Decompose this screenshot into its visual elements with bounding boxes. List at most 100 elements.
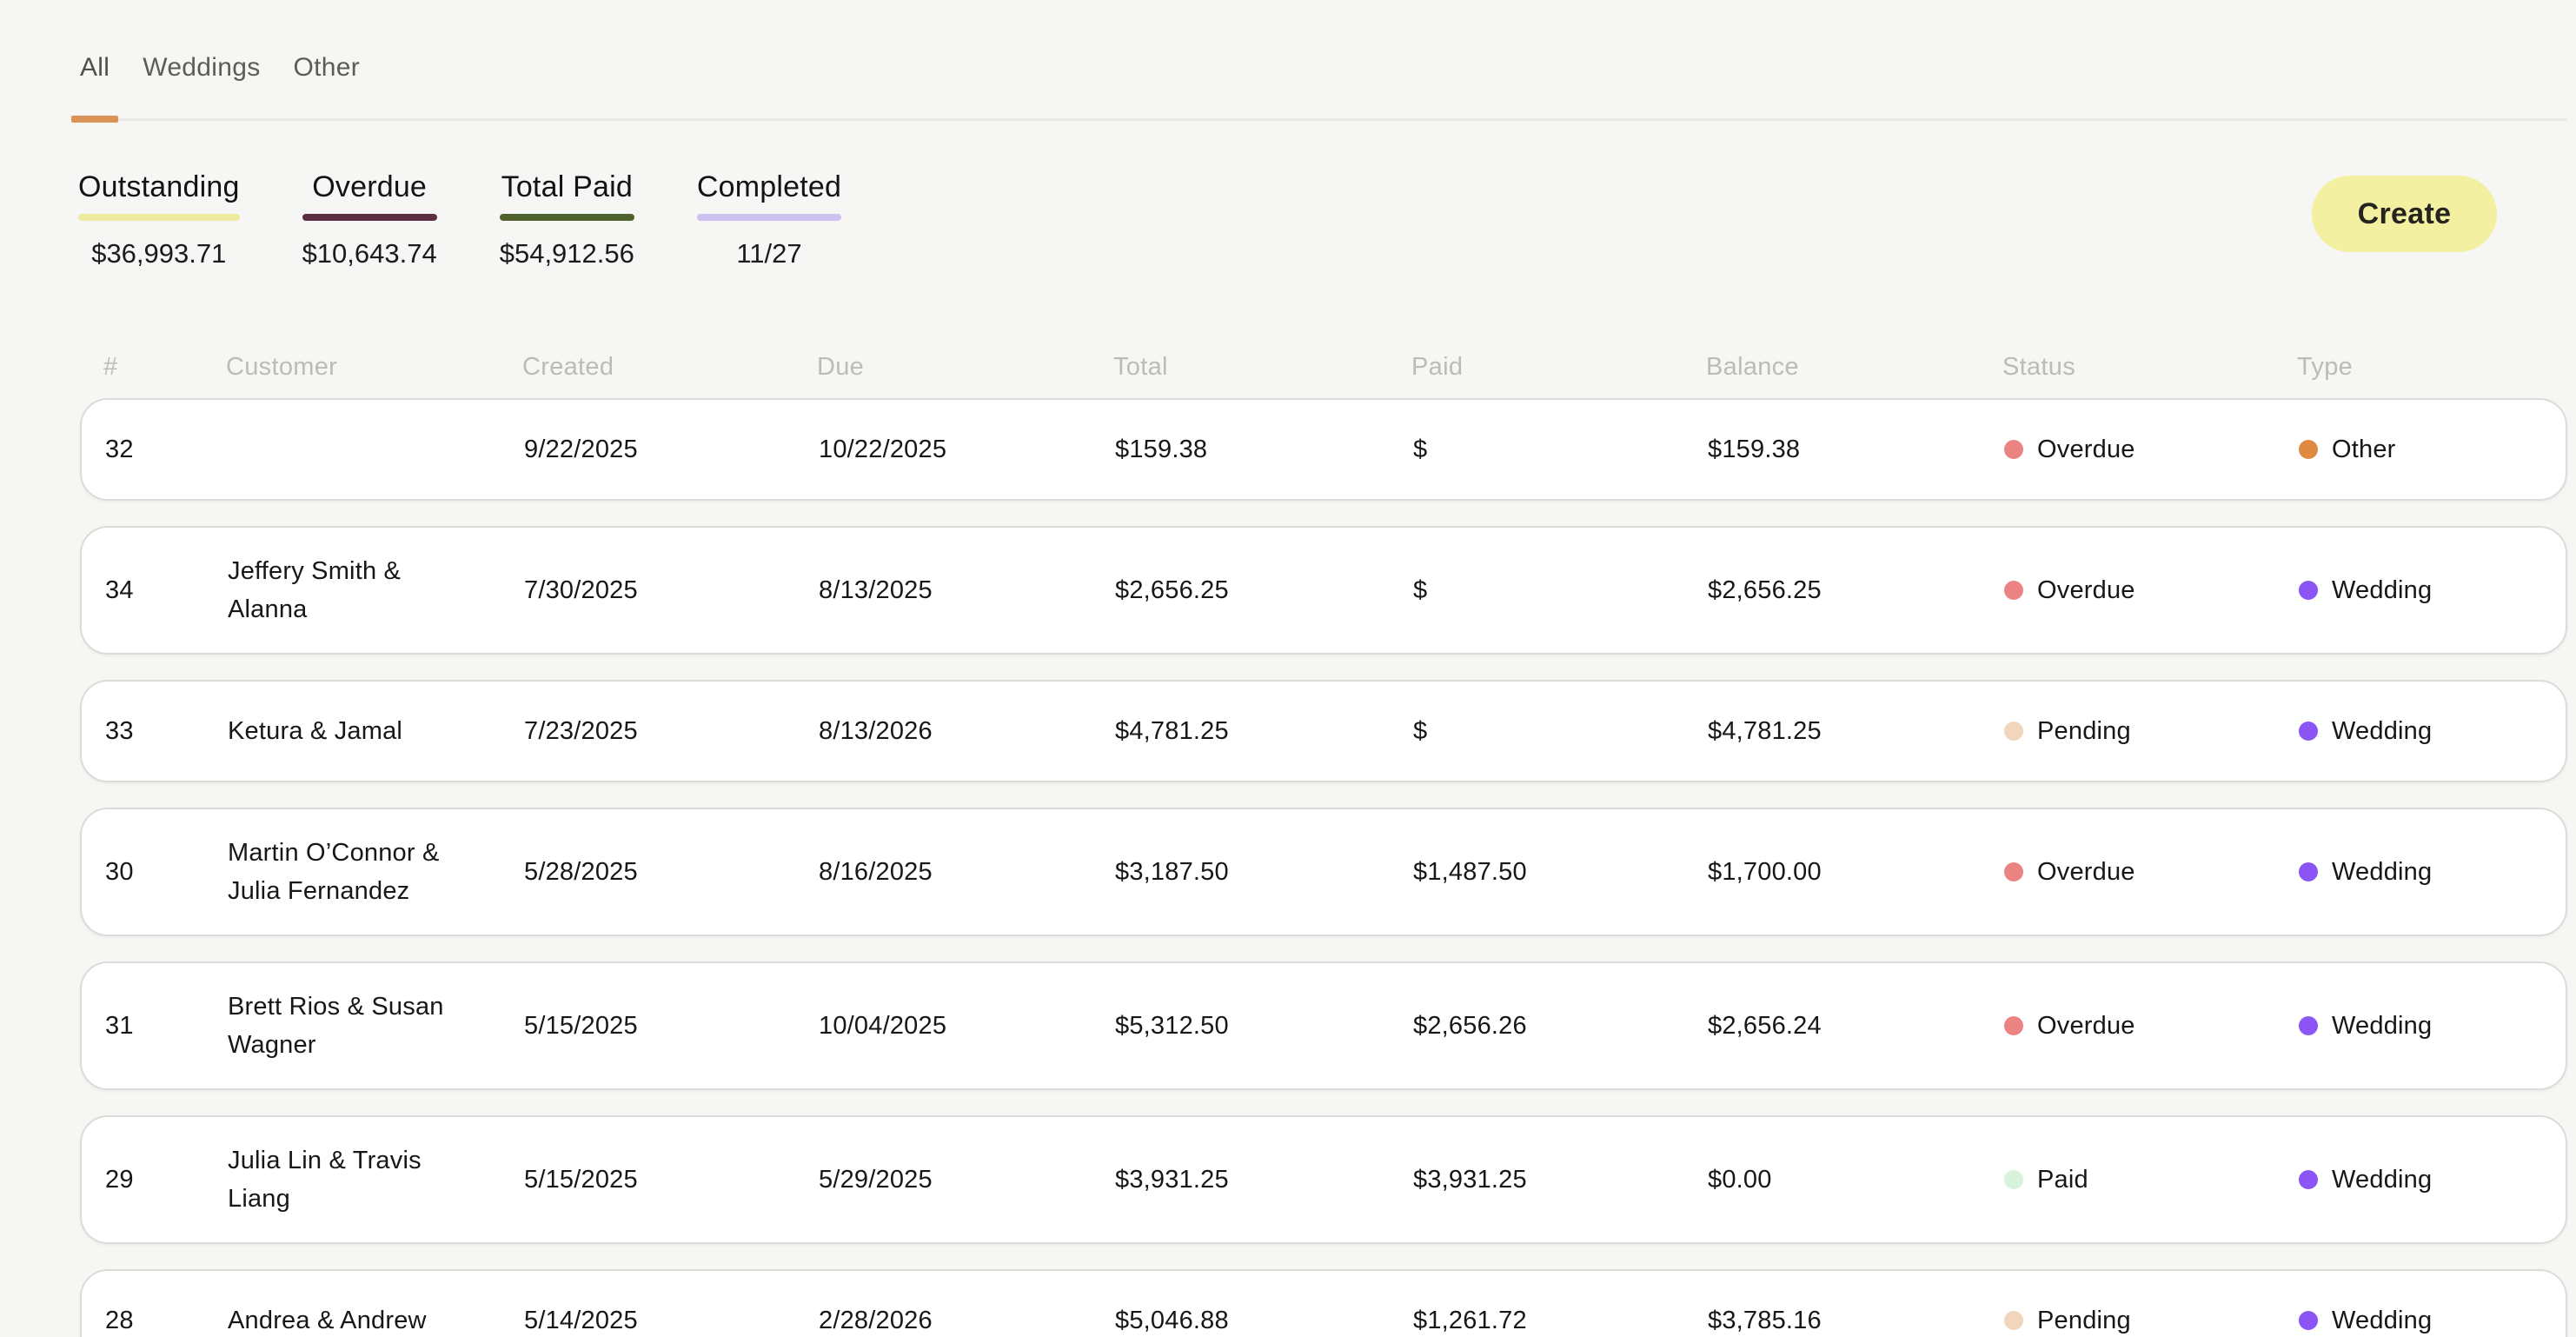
cell-customer: Brett Rios & Susan Wagner [228, 993, 444, 1059]
cell-created: 7/23/2025 [524, 716, 638, 745]
cell-customer: Andrea & Andrew [228, 1307, 427, 1334]
cell-paid: $ [1413, 435, 1428, 463]
cell-type: Wedding [2299, 1166, 2566, 1194]
cell-due: 2/28/2026 [819, 1306, 933, 1334]
cell-status: Pending [2004, 1307, 2299, 1335]
stat-label: Overdue [312, 170, 428, 203]
cell-number: 33 [105, 716, 134, 745]
status-dot-icon [2004, 1311, 2023, 1330]
type-label: Other [2332, 435, 2396, 463]
cell-balance: $0.00 [1708, 1165, 1772, 1194]
stat-overdue: Overdue $10,643.74 [302, 170, 437, 269]
cell-number: 28 [105, 1306, 134, 1334]
cell-balance: $2,656.25 [1708, 575, 1822, 604]
cell-created: 5/15/2025 [524, 1165, 638, 1194]
status-label: Overdue [2037, 1011, 2135, 1040]
cell-created: 5/28/2025 [524, 857, 638, 886]
status-label: Paid [2037, 1165, 2088, 1194]
stat-underline [78, 214, 240, 221]
status-label: Overdue [2037, 435, 2135, 463]
cell-paid: $ [1413, 716, 1428, 745]
status-dot-icon [2004, 581, 2023, 600]
cell-total: $4,781.25 [1115, 716, 1229, 745]
cell-paid: $1,261.72 [1413, 1306, 1527, 1334]
cell-number: 32 [105, 435, 134, 463]
cell-status: Overdue [2004, 436, 2299, 464]
cell-total: $5,312.50 [1115, 1011, 1229, 1040]
column-header-due: Due [817, 353, 865, 381]
stat-value: $54,912.56 [499, 238, 634, 269]
cell-number: 31 [105, 1011, 134, 1040]
cell-due: 5/29/2025 [819, 1165, 933, 1194]
tab-other[interactable]: Other [293, 53, 361, 82]
type-label: Wedding [2332, 716, 2433, 745]
cell-due: 10/04/2025 [819, 1011, 947, 1040]
tab-weddings[interactable]: Weddings [143, 53, 261, 82]
tab-all[interactable]: All [70, 52, 119, 123]
stat-label: Outstanding [78, 170, 240, 203]
type-label: Wedding [2332, 1011, 2433, 1040]
type-label: Wedding [2332, 1165, 2433, 1194]
stat-underline [696, 214, 842, 221]
status-label: Overdue [2037, 575, 2135, 604]
status-dot-icon [2004, 1170, 2023, 1189]
cell-type: Wedding [2299, 717, 2566, 746]
stat-underline [499, 214, 634, 221]
cell-status: Pending [2004, 717, 2299, 746]
type-dot-icon [2299, 722, 2318, 741]
table-row[interactable]: 31 Brett Rios & Susan Wagner 5/15/2025 1… [80, 961, 2567, 1090]
cell-status: Overdue [2004, 576, 2299, 605]
cell-created: 7/30/2025 [524, 575, 638, 604]
status-label: Pending [2037, 716, 2131, 745]
cell-balance: $4,781.25 [1708, 716, 1822, 745]
cell-status: Paid [2004, 1166, 2299, 1194]
cell-type: Wedding [2299, 858, 2566, 887]
cell-type: Wedding [2299, 576, 2566, 605]
tab-bar: All Weddings Other [70, 52, 2567, 123]
column-header-paid: Paid [1411, 353, 1464, 381]
cell-due: 8/13/2025 [819, 575, 933, 604]
cell-paid: $2,656.26 [1413, 1011, 1527, 1040]
stat-value: $10,643.74 [302, 238, 437, 269]
create-button[interactable]: Create [2312, 176, 2497, 252]
cell-customer: Julia Lin & Travis Liang [228, 1147, 422, 1213]
status-label: Overdue [2037, 857, 2135, 886]
cell-balance: $1,700.00 [1708, 857, 1822, 886]
type-dot-icon [2299, 581, 2318, 600]
stat-total-paid: Total Paid $54,912.56 [499, 170, 634, 269]
table-row[interactable]: 30 Martin O’Connor & Julia Fernandez 5/2… [80, 808, 2567, 936]
table-row[interactable]: 29 Julia Lin & Travis Liang 5/15/2025 5/… [80, 1115, 2567, 1244]
cell-total: $3,931.25 [1115, 1165, 1229, 1194]
stat-underline [302, 214, 437, 221]
status-dot-icon [2004, 1016, 2023, 1035]
type-dot-icon [2299, 1016, 2318, 1035]
table-row[interactable]: 34 Jeffery Smith & Alanna 7/30/2025 8/13… [80, 526, 2567, 655]
cell-total: $2,656.25 [1115, 575, 1229, 604]
stat-label: Completed [696, 170, 842, 203]
column-header-created: Created [522, 353, 614, 381]
type-label: Wedding [2332, 575, 2433, 604]
status-dot-icon [2004, 862, 2023, 881]
cell-type: Wedding [2299, 1307, 2566, 1335]
stat-value: 11/27 [736, 238, 802, 269]
column-header-status: Status [2002, 353, 2076, 381]
cell-balance: $2,656.24 [1708, 1011, 1822, 1040]
cell-number: 34 [105, 575, 134, 604]
stat-value: $36,993.71 [91, 238, 227, 269]
type-dot-icon [2299, 862, 2318, 881]
cell-number: 29 [105, 1165, 134, 1194]
column-header-type: Type [2297, 353, 2354, 381]
table-row[interactable]: 32 9/22/2025 10/22/2025 $159.38 $ $159.3… [80, 398, 2567, 501]
stats-section: Outstanding $36,993.71 Overdue $10,643.74 To… [78, 170, 842, 269]
table-header: # Customer Created Due Total Paid Balanc… [80, 351, 2567, 382]
stat-outstanding: Outstanding $36,993.71 [78, 170, 240, 269]
cell-customer: Ketura & Jamal [228, 717, 403, 745]
stat-label: Total Paid [501, 170, 633, 203]
cell-paid: $ [1413, 575, 1428, 604]
cell-balance: $159.38 [1708, 435, 1801, 463]
type-dot-icon [2299, 440, 2318, 459]
table-row[interactable]: 28 Andrea & Andrew 5/14/2025 2/28/2026 $… [80, 1269, 2567, 1337]
table-row[interactable]: 33 Ketura & Jamal 7/23/2025 8/13/2026 $4… [80, 680, 2567, 782]
column-header-customer: Customer [226, 353, 338, 381]
cell-due: 8/16/2025 [819, 857, 933, 886]
